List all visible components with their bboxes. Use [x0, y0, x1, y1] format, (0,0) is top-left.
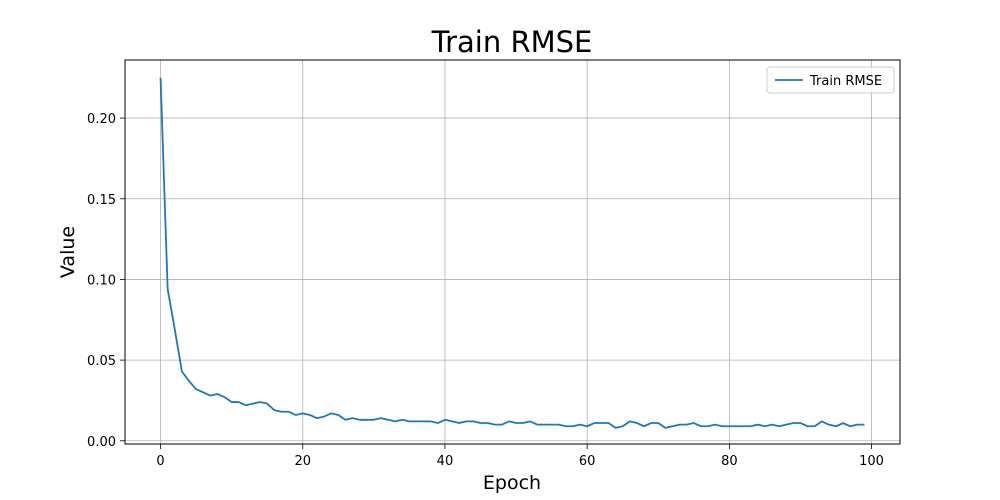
y-axis-label: Value [57, 226, 79, 278]
plot-frame [124, 59, 901, 445]
x-tick-label: 20 [294, 454, 311, 469]
axis-ticks: 0 20 40 60 80 100 0.00 0.05 0.10 0.15 0.20 [87, 112, 884, 469]
y-tick-label: 0.10 [87, 273, 116, 288]
x-tick-label: 40 [437, 454, 454, 469]
legend-label: Train RMSE [809, 74, 882, 89]
x-tick-label: 80 [721, 454, 738, 469]
legend-box [766, 66, 895, 94]
y-tick-label: 0.00 [87, 435, 116, 450]
series-line-train-rmse [159, 77, 865, 429]
x-tick-label: 60 [579, 454, 596, 469]
y-tick-label: 0.15 [87, 193, 116, 208]
grid [125, 60, 900, 444]
y-tick-label: 0.20 [87, 112, 116, 127]
x-axis-label: Epoch [483, 472, 541, 494]
x-tick-label: 100 [859, 454, 884, 469]
legend: Train RMSE [766, 66, 895, 94]
chart-title: Train RMSE [431, 25, 593, 59]
y-tick-label: 0.05 [87, 354, 116, 369]
x-tick-label: 0 [156, 454, 164, 469]
